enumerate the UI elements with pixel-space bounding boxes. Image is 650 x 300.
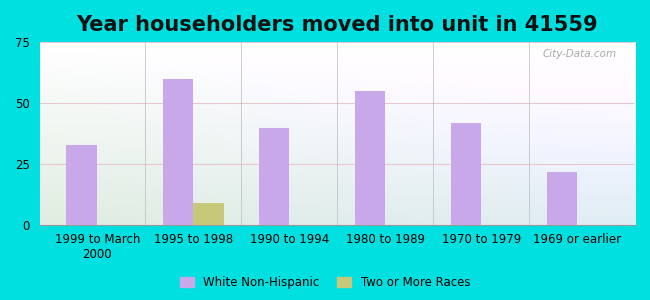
Text: City-Data.com: City-Data.com: [543, 50, 617, 59]
Bar: [193, 203, 224, 225]
Title: Year householders moved into unit in 41559: Year householders moved into unit in 415…: [77, 15, 598, 35]
Legend: White Non-Hispanic, Two or More Races: White Non-Hispanic, Two or More Races: [175, 272, 475, 294]
Bar: [355, 91, 385, 225]
Bar: [259, 128, 289, 225]
Bar: [450, 123, 482, 225]
Bar: [162, 79, 193, 225]
Bar: [66, 145, 98, 225]
Bar: [547, 172, 577, 225]
